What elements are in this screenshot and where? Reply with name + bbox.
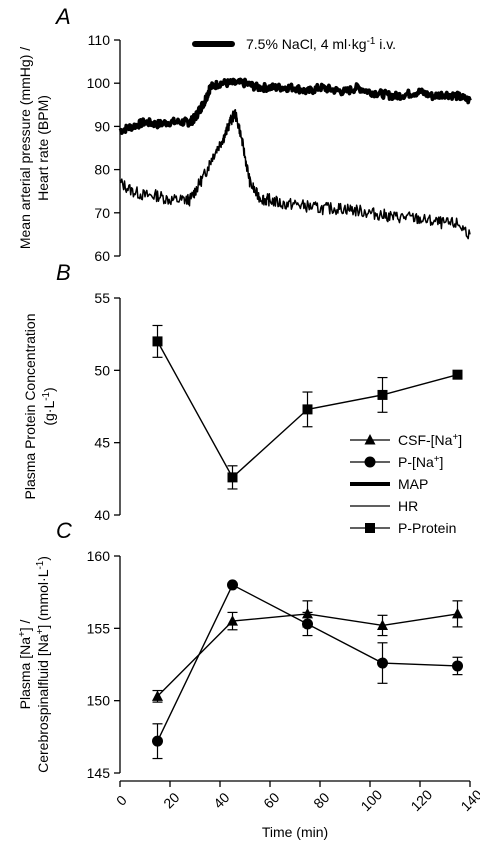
panel-a-series xyxy=(118,77,472,240)
panel-c-letter: C xyxy=(56,518,72,543)
data-point-circle xyxy=(377,657,388,669)
y-tick-label: 110 xyxy=(88,32,111,48)
y-tick-label: 150 xyxy=(87,693,111,709)
y-tick-label: 40 xyxy=(94,507,110,523)
data-point-circle xyxy=(227,579,238,591)
data-point-square xyxy=(302,404,313,415)
y-tick-label: 145 xyxy=(87,765,111,781)
panel-c-ylabel: Plasma [Na+] /Cerebrospinalfluid [Na+] (… xyxy=(17,556,52,773)
x-tick-label: 20 xyxy=(160,789,182,811)
panel-c-axes: 145 150 155 160 0 20 40 60 80 100 120 140 xyxy=(87,548,480,814)
y-tick-label: 80 xyxy=(94,162,110,178)
legend-marker-circle xyxy=(364,456,376,468)
legend-item: HR xyxy=(350,498,418,514)
panel-b-letter: B xyxy=(56,260,71,285)
panel-b-series xyxy=(152,324,463,490)
y-tick-label: 60 xyxy=(94,248,110,264)
y-axis-label-line: Cerebrospinalfluid [Na+] (mmol·L-1) xyxy=(35,556,52,773)
legend-item: P-Protein xyxy=(350,520,456,536)
x-tick-label: 80 xyxy=(310,789,332,811)
panel-c-xlabel: Time (min) xyxy=(262,824,328,840)
y-tick-label: 45 xyxy=(94,435,110,451)
y-axis-label-line: Mean arterial pressure (mmHg) / xyxy=(17,47,33,249)
panel-b: B 40 45 50 55 Plasma Protein Concentration(… xyxy=(22,260,463,523)
data-point-circle xyxy=(302,618,313,630)
x-tick-label: 40 xyxy=(210,789,232,811)
data-point-square xyxy=(452,369,463,380)
y-tick-label: 100 xyxy=(87,75,111,91)
legend-label: CSF-[Na+] xyxy=(398,432,462,449)
data-point-triangle xyxy=(227,615,238,626)
data-point-circle xyxy=(452,660,463,672)
x-tick-label: 100 xyxy=(357,786,385,814)
legend: CSF-[Na+] P-[Na+] MAP HR P-Protein xyxy=(350,432,462,536)
y-axis-label-line: Plasma [Na+] / xyxy=(17,620,34,710)
legend-item: CSF-[Na+] xyxy=(350,432,462,449)
panel-b-axes: 40 45 50 55 xyxy=(94,290,121,523)
panel-a-letter: A xyxy=(54,4,71,29)
data-point-square xyxy=(227,472,238,483)
y-tick-label: 70 xyxy=(94,205,110,221)
data-point-triangle xyxy=(452,607,463,619)
panel-c: C 145 150 155 160 0 20 40 60 80 100 120 140 Plasma … xyxy=(17,518,480,840)
series-map xyxy=(118,77,472,135)
panel-a-ylabel: Mean arterial pressure (mmHg) / Heart rat… xyxy=(17,47,51,249)
legend-marker-triangle xyxy=(364,434,376,445)
series-hr-trace xyxy=(119,109,471,240)
y-tick-label: 55 xyxy=(94,290,110,306)
data-point-circle xyxy=(152,735,163,747)
data-point-square xyxy=(377,389,388,400)
legend-marker-square xyxy=(365,523,375,533)
series-p-protein xyxy=(152,324,463,490)
series-p-na xyxy=(152,579,463,760)
panel-a: A 60 70 80 90 100 110 Mean arterial pressure … xyxy=(17,4,472,264)
panel-c-series xyxy=(152,579,463,760)
data-point-square xyxy=(152,336,163,347)
y-tick-label: 50 xyxy=(94,362,110,378)
y-tick-label: 160 xyxy=(87,548,111,564)
x-tick-label: 60 xyxy=(260,789,282,811)
annotation-text: 7.5% NaCl, 4 ml·kg-1 i.v. xyxy=(246,36,396,53)
series-map-trace xyxy=(118,77,472,135)
legend-label: P-[Na+] xyxy=(398,454,443,471)
data-point-triangle xyxy=(152,690,163,701)
x-tick-label: 0 xyxy=(113,792,130,809)
panel-b-ylabel: Plasma Protein Concentration (g·L-1) xyxy=(22,314,57,500)
legend-label: HR xyxy=(398,498,418,514)
x-tick-label: 140 xyxy=(457,786,480,814)
y-axis-label-line: (g·L-1) xyxy=(41,387,58,425)
legend-item: P-[Na+] xyxy=(350,454,443,471)
legend-label: P-Protein xyxy=(398,520,456,536)
panel-a-axes: 60 70 80 90 100 110 xyxy=(87,32,121,264)
panel-a-annotation: 7.5% NaCl, 4 ml·kg-1 i.v. xyxy=(192,36,396,53)
data-point-triangle xyxy=(377,619,388,630)
legend-item: MAP xyxy=(350,476,428,492)
series-hr xyxy=(119,109,471,240)
x-tick-label: 120 xyxy=(407,786,435,814)
legend-label: MAP xyxy=(398,476,428,492)
y-axis-label-line: Plasma Protein Concentration xyxy=(22,314,38,500)
y-tick-label: 90 xyxy=(94,118,110,134)
y-tick-label: 155 xyxy=(87,620,111,636)
y-axis-label-line: Heart rate (BPM) xyxy=(35,95,51,201)
